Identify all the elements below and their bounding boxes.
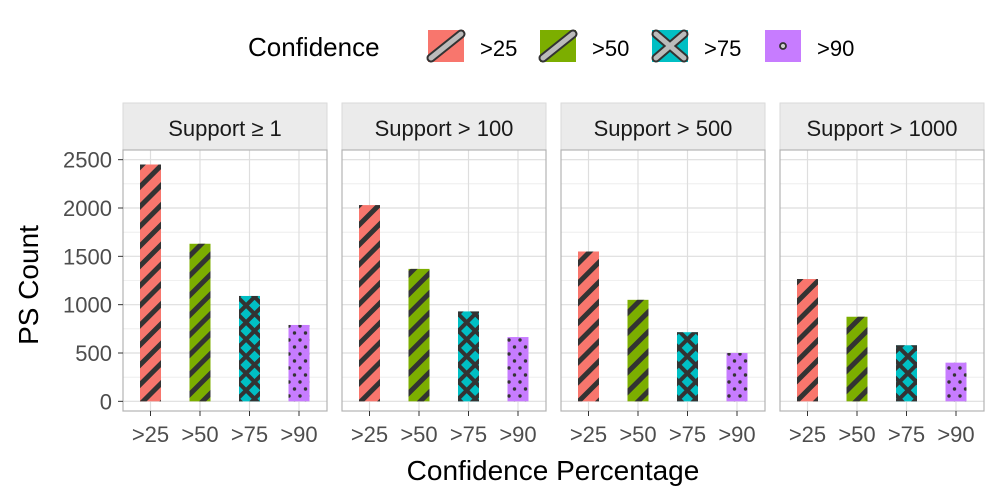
legend-label: >25 [480,36,517,61]
x-tick-label: >90 [499,422,536,447]
bar-pattern [507,337,529,402]
bar-gt50 [846,316,868,402]
legend: Confidence >25 >50 >75 >90 [248,29,854,63]
bar-gt50 [189,243,211,402]
x-tick-label: >75 [231,422,268,447]
y-tick-label: 2500 [63,148,112,173]
bar-pattern [945,362,967,402]
x-tick-label: >50 [400,422,437,447]
y-axis-title: PS Count [13,225,44,345]
x-tick-label: >50 [619,422,656,447]
y-tick-label: 1000 [63,293,112,318]
facet-strip-label: Support > 500 [594,116,733,141]
bar-pattern [359,205,380,402]
y-tick-label: 500 [75,341,112,366]
y-tick-label: 0 [100,389,112,414]
facet-strip-label: Support > 1000 [806,116,957,141]
panel-border [122,149,328,412]
legend-swatch-dot [779,42,787,50]
x-tick-label: >90 [280,422,317,447]
bar-gt25 [797,279,818,402]
facet-strip [779,102,985,151]
bar-pattern [408,268,430,402]
legend-item-3: >75 [651,29,741,63]
legend-swatch-stripe [540,31,576,61]
x-tick-label: >75 [669,422,706,447]
bar-pattern [578,251,599,402]
bar-gt75 [239,295,260,402]
legend-item-2: >50 [538,29,629,63]
bar-gt90 [288,324,310,402]
facet-panels: Support ≥ 1 >25 >50 >75 >90 Support > 100 >25 >… [63,102,985,447]
legend-label: >90 [817,36,854,61]
panel-border [341,149,547,412]
bar-gt25 [578,251,599,402]
facet-strip [341,102,547,151]
facet-panel-1: Support ≥ 1 >25 >50 >75 >90 [122,102,328,447]
bar-pattern [458,311,479,402]
bar-pattern [288,324,310,402]
legend-items: >25 >50 >75 >90 [426,29,854,63]
x-tick-label: >90 [718,422,755,447]
x-axis-title: Confidence Percentage [407,455,700,486]
legend-label: >75 [704,36,741,61]
bar-pattern [627,299,649,402]
legend-item-1: >25 [426,29,517,63]
facet-strip [560,102,766,151]
bar-gt25 [140,164,161,402]
bar-pattern [239,295,260,402]
bar-gt75 [677,332,698,402]
x-tick-label: >25 [570,422,607,447]
legend-swatch-stripe [428,31,464,61]
bar-pattern [189,243,211,402]
facet-panel-3: Support > 500 >25 >50 >75 >90 [560,102,766,447]
bar-pattern [797,279,818,402]
bar-gt50 [627,299,649,402]
panel-border [560,149,766,412]
bar-pattern [140,164,161,402]
bar-gt75 [896,345,917,402]
legend-item-4: >90 [765,30,854,62]
x-tick-label: >90 [937,422,974,447]
y-tick-label: 2000 [63,196,112,221]
bar-pattern [846,316,868,402]
x-tick-label: >75 [888,422,925,447]
facet-strip-label: Support ≥ 1 [168,116,282,141]
bar-gt50 [408,268,430,402]
bar-gt75 [458,311,479,402]
y-tick-label: 1500 [63,244,112,269]
bar-gt90 [945,362,967,402]
facet-panel-4: Support > 1000 >25 >50 >75 >90 [779,102,985,447]
panel-border [779,149,985,412]
legend-title: Confidence [248,32,380,62]
x-tick-label: >75 [450,422,487,447]
bar-gt90 [726,353,748,402]
facet-strip [122,102,328,151]
y-axis: 0 500 1000 1500 2000 2500 [63,148,123,414]
facet-panel-2: Support > 100 >25 >50 >75 >90 [341,102,547,447]
x-tick-label: >25 [132,422,169,447]
bar-pattern [896,345,917,402]
x-tick-label: >50 [838,422,875,447]
bar-pattern [726,353,748,402]
bar-gt90 [507,337,529,402]
legend-swatch-stripe [653,31,687,61]
x-tick-label: >25 [789,422,826,447]
bar-pattern [677,332,698,402]
facet-strip-label: Support > 100 [375,116,514,141]
x-tick-label: >25 [351,422,388,447]
x-tick-label: >50 [181,422,218,447]
bar-gt25 [359,205,380,402]
legend-label: >50 [592,36,629,61]
